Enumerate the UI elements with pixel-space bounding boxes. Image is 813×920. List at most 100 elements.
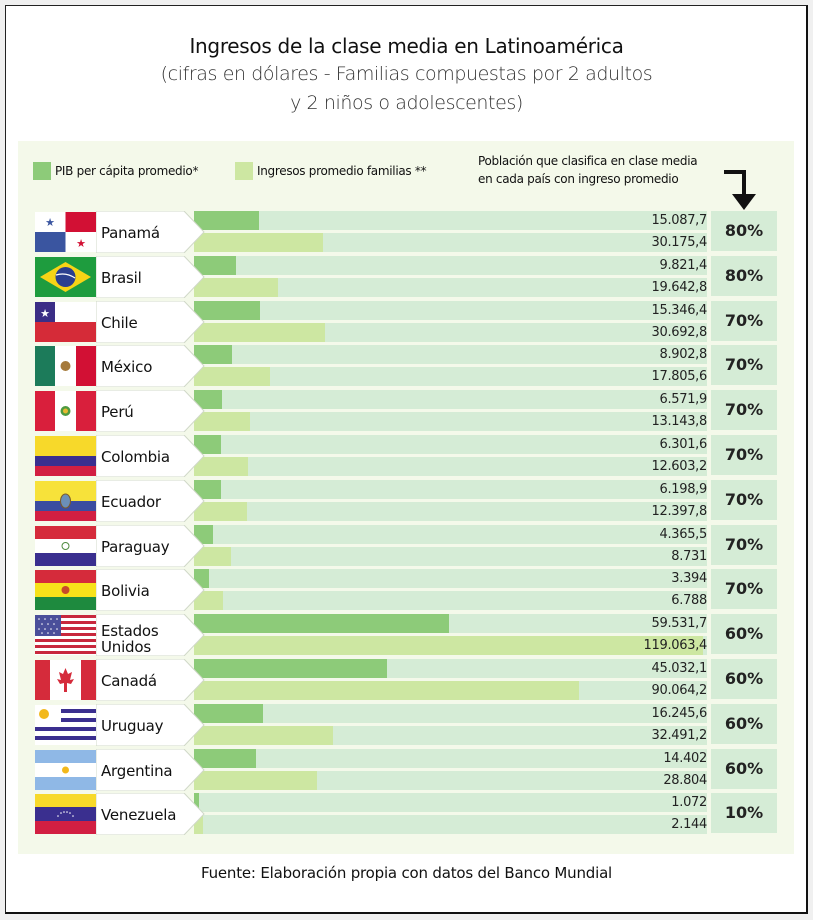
population-pct: 10% (711, 793, 777, 833)
country-name: Bolivia (101, 582, 150, 600)
country-name: Paraguay (101, 538, 170, 556)
pib-bar (194, 749, 256, 768)
country-name: Panamá (101, 224, 160, 242)
population-pct: 70% (711, 345, 777, 385)
pib-bar (194, 614, 449, 633)
pib-track (194, 569, 707, 588)
pib-track (194, 301, 707, 320)
country-label-tag (96, 435, 205, 477)
country-name: Argentina (101, 762, 173, 780)
ingresos-bar (194, 502, 247, 521)
pib-value: 6.571,9 (659, 392, 707, 407)
pib-bar (194, 525, 213, 544)
population-pct: 60% (711, 704, 777, 744)
ingresos-bar (194, 636, 703, 655)
country-name-line1: Estados (101, 622, 159, 640)
country-row: Colombia 6.301,6 12.603,2 70% (0, 434, 813, 477)
population-pct: 80% (711, 211, 777, 251)
pib-bar (194, 345, 233, 364)
population-legend: Población que clasifica en clase media e… (478, 152, 698, 188)
svg-text:★: ★ (76, 237, 86, 250)
country-row: Paraguay 4.365,5 8.731 70% (0, 524, 813, 567)
pib-value: 15.346,4 (651, 303, 708, 318)
ingresos-bar (194, 233, 323, 252)
population-pct: 60% (711, 749, 777, 789)
bolivia-flag-icon (35, 570, 96, 610)
pib-bar (194, 435, 221, 454)
legend-swatch-ingresos (235, 162, 253, 180)
country-label-tag (96, 480, 205, 522)
pib-track (194, 211, 707, 230)
country-name: Canadá (101, 672, 157, 690)
pib-bar (194, 659, 387, 678)
country-name-line2: Unidos (101, 638, 151, 656)
legend-label-pib: PIB per cápita promedio* (55, 164, 199, 178)
chart-title-block: Ingresos de la clase media en Latinoamér… (0, 32, 813, 118)
pib-value: 6.301,6 (659, 437, 707, 452)
pib-track (194, 480, 707, 499)
peru-flag-icon (35, 391, 96, 431)
pib-bar (194, 390, 223, 409)
pib-value: 3.394 (671, 571, 707, 586)
ingresos-value: 17.805,6 (651, 369, 708, 384)
ecuador-flag-icon (35, 481, 96, 521)
ingresos-bar (194, 412, 251, 431)
ingresos-track (194, 278, 707, 297)
country-row: Venezuela 1.072 2.144 10% (0, 792, 813, 835)
pib-track (194, 793, 707, 812)
pib-track (194, 345, 707, 364)
ingresos-value: 19.642,8 (651, 280, 708, 295)
ingresos-track (194, 412, 707, 431)
ingresos-value: 90.064,2 (651, 683, 708, 698)
ingresos-value: 32.491,2 (651, 728, 708, 743)
country-name: Colombia (101, 448, 170, 466)
ingresos-value: 8.731 (671, 549, 707, 564)
country-row: Argentina 14.402 28.804 60% (0, 748, 813, 791)
population-pct: 60% (711, 659, 777, 699)
ingresos-value: 12.603,2 (651, 459, 708, 474)
chile-flag-icon: ★ (35, 302, 96, 342)
pib-bar (194, 704, 264, 723)
country-row: Perú 6.571,9 13.143,8 70% (0, 389, 813, 432)
pib-track (194, 749, 707, 768)
country-label-tag (96, 659, 205, 701)
ingresos-track (194, 815, 707, 834)
ingresos-value: 119.063,4 (643, 638, 708, 653)
country-name: Brasil (101, 269, 142, 287)
ingresos-value: 30.175,4 (651, 235, 708, 250)
ingresos-track (194, 547, 707, 566)
ingresos-value: 12.397,8 (651, 504, 708, 519)
country-label-tag (96, 793, 205, 835)
ingresos-value: 6.788 (671, 593, 707, 608)
ingresos-value: 30.692,8 (651, 325, 708, 340)
brazil-flag-icon (35, 257, 96, 297)
pib-bar (194, 211, 259, 230)
country-name: Chile (101, 314, 138, 332)
pib-track (194, 256, 707, 275)
ingresos-bar (194, 681, 579, 700)
pib-track (194, 525, 707, 544)
ingresos-value: 28.804 (663, 773, 707, 788)
pib-value: 9.821,4 (659, 258, 707, 273)
pib-value: 45.032,1 (651, 661, 708, 676)
country-row: Estados Unidos 59.531,7 119.063,4 60% (0, 613, 813, 656)
source-note: Fuente: Elaboración propia con datos del… (200, 864, 613, 882)
country-label-tag (96, 345, 205, 387)
country-row: Uruguay 16.245,6 32.491,2 60% (0, 703, 813, 746)
country-label-tag (96, 301, 205, 343)
usa-flag-icon (35, 615, 96, 655)
population-pct: 70% (711, 480, 777, 520)
mexico-flag-icon (35, 346, 96, 386)
uruguay-flag-icon (35, 705, 96, 745)
population-pct: 70% (711, 435, 777, 475)
ingresos-bar (194, 278, 278, 297)
country-label-tag (96, 256, 205, 298)
chart-title: Ingresos de la clase media en Latinoamér… (189, 34, 624, 58)
pib-track (194, 435, 707, 454)
pib-value: 14.402 (663, 751, 707, 766)
country-row: ★ ★ Panamá 15.087,7 30.175,4 80% (0, 210, 813, 253)
population-legend-line2: en cada país con ingreso promedio (478, 172, 679, 186)
country-name: Uruguay (101, 717, 164, 735)
ingresos-bar (194, 547, 232, 566)
population-pct: 70% (711, 390, 777, 430)
